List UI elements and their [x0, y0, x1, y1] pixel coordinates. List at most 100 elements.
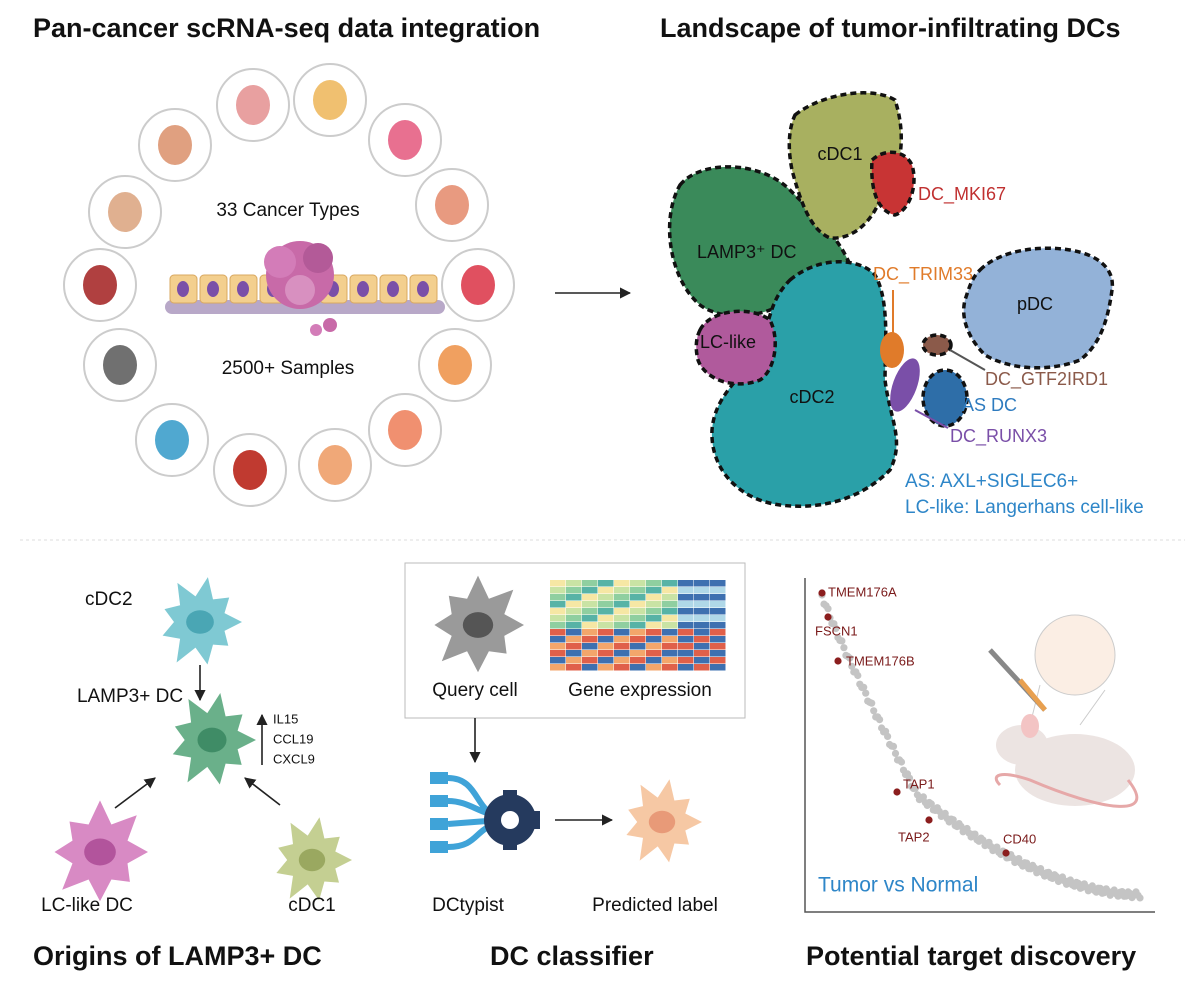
heatmap-cell [566, 657, 582, 664]
cluster-label: cDC1 [817, 144, 862, 164]
heatmap-cell [630, 643, 646, 650]
dot [911, 784, 920, 792]
heatmap-cell [598, 615, 614, 622]
target-dot [925, 816, 933, 824]
arrow [244, 777, 281, 806]
panel-title: Potential target discovery [806, 941, 1136, 971]
heatmap-cell [550, 629, 566, 636]
dot [1136, 894, 1144, 902]
heatmap-cell [582, 594, 598, 601]
organ-shape [435, 185, 469, 225]
heatmap-cell [614, 643, 630, 650]
heatmap-cell [550, 601, 566, 608]
heatmap-cell [598, 636, 614, 643]
heatmap-cell [678, 629, 694, 636]
heatmap-cell [550, 594, 566, 601]
heatmap-cell [694, 601, 710, 608]
heatmap-cell [662, 636, 678, 643]
heatmap-cell [550, 587, 566, 594]
heatmap-cell [550, 636, 566, 643]
heatmap-cell [662, 664, 678, 671]
heatmap-cell [614, 622, 630, 629]
dot [848, 662, 856, 670]
heatmap-cell [646, 650, 662, 657]
heatmap-cell [646, 629, 662, 636]
note: LC-like: Langerhans cell-like [905, 497, 1144, 518]
dot [979, 836, 987, 844]
umap [667, 91, 1115, 508]
heatmap-cell [630, 657, 646, 664]
heatmap-cell [582, 601, 598, 608]
cluster-label: DC_TRIM33 [873, 264, 973, 285]
heatmap-cell [662, 601, 678, 608]
heatmap-cell [566, 622, 582, 629]
rank-plot [818, 591, 1144, 902]
nucleus [357, 281, 369, 297]
tissue [165, 241, 445, 336]
heatmap-cell [710, 657, 726, 664]
nucleus [197, 727, 227, 753]
heatmap-cell [662, 657, 678, 664]
heatmap-cell [598, 594, 614, 601]
heatmap-cell [566, 594, 582, 601]
organ-shape [461, 265, 495, 305]
heatmap-cell [678, 657, 694, 664]
heatmap-cell [646, 608, 662, 615]
label: Query cell [432, 680, 518, 701]
heatmap-cell [694, 594, 710, 601]
note: AS: AXL+SIGLEC6+ [905, 471, 1078, 492]
heatmap-cell [630, 594, 646, 601]
heatmap-cell [614, 601, 630, 608]
gene-label: CCL19 [273, 731, 313, 746]
heatmap-cell [630, 650, 646, 657]
dctypist-icon [430, 772, 540, 853]
heatmap-cell [582, 643, 598, 650]
organ-shape [233, 450, 267, 490]
heatmap-cell [678, 622, 694, 629]
cluster-label: DC_MKI67 [918, 184, 1006, 205]
heatmap-cell [678, 594, 694, 601]
heatmap-cell [694, 587, 710, 594]
organ-ring [63, 63, 515, 507]
axes [804, 578, 1155, 913]
organ-shape [158, 125, 192, 165]
dot [905, 774, 914, 782]
heatmap-cell [582, 608, 598, 615]
dot [846, 654, 854, 662]
cluster-label: DC_RUNX3 [950, 426, 1047, 447]
heatmap-cell [694, 657, 710, 664]
heatmap [550, 580, 726, 671]
heatmap-cell [694, 580, 710, 587]
heatmap-cell [598, 622, 614, 629]
dot [927, 800, 935, 808]
target-dot [893, 788, 901, 796]
cluster-label: LAMP3⁺ DC [697, 242, 797, 262]
heatmap-cell [582, 657, 598, 664]
dot [949, 816, 957, 824]
dot [971, 830, 979, 838]
heatmap-cell [662, 580, 678, 587]
heatmap-cell [710, 643, 726, 650]
heatmap-cell [646, 636, 662, 643]
dot [870, 707, 878, 715]
nucleus [207, 281, 219, 297]
organ-shape [108, 192, 142, 232]
nucleus [237, 281, 249, 297]
heatmap-cell [646, 664, 662, 671]
heatmap-cell [630, 580, 646, 587]
dot [840, 644, 848, 652]
organ-shape [236, 85, 270, 125]
dot [891, 749, 900, 758]
organ-shape [155, 420, 189, 460]
label: Gene expression [568, 680, 712, 701]
target-dot [834, 657, 842, 665]
heatmap-cell [710, 587, 726, 594]
heatmap-cell [678, 643, 694, 650]
heatmap-cell [582, 664, 598, 671]
organ-shape [388, 410, 422, 450]
heatmap-cell [582, 636, 598, 643]
heatmap-cell [630, 587, 646, 594]
heatmap-cell [646, 587, 662, 594]
target-dot [818, 589, 826, 597]
